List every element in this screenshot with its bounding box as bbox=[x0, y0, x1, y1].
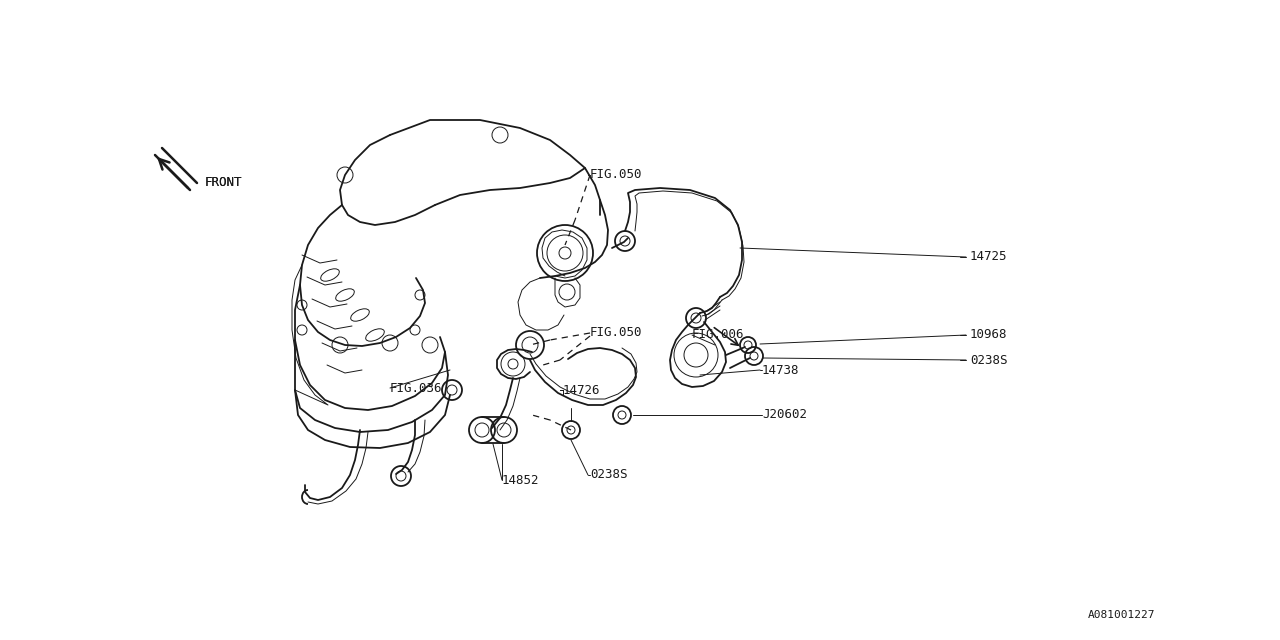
Text: A081001227: A081001227 bbox=[1088, 610, 1155, 620]
Text: FIG.050: FIG.050 bbox=[590, 168, 643, 182]
Text: 14738: 14738 bbox=[762, 364, 800, 376]
Text: 0238S: 0238S bbox=[590, 468, 627, 481]
Text: 14726: 14726 bbox=[563, 383, 600, 397]
Text: FRONT: FRONT bbox=[205, 175, 242, 189]
Text: J20602: J20602 bbox=[762, 408, 806, 422]
Text: 10968: 10968 bbox=[970, 328, 1007, 342]
Text: FIG.006: FIG.006 bbox=[692, 328, 745, 342]
Text: 14852: 14852 bbox=[502, 474, 539, 486]
Text: 0238S: 0238S bbox=[970, 353, 1007, 367]
Text: 14725: 14725 bbox=[970, 250, 1007, 264]
Text: FRONT: FRONT bbox=[205, 175, 242, 189]
Text: FIG.050: FIG.050 bbox=[590, 326, 643, 339]
Text: FIG.036: FIG.036 bbox=[390, 381, 443, 394]
